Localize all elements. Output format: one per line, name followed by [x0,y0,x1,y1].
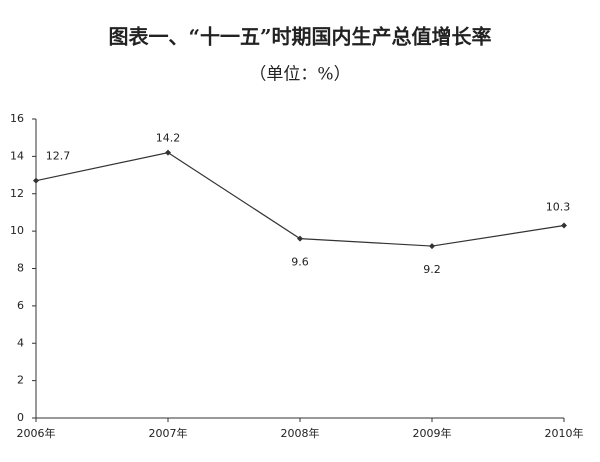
x-tick-label: 2006年 [17,426,56,440]
y-tick-label: 14 [10,149,24,162]
x-tick-label: 2009年 [413,426,452,440]
y-tick-label: 10 [10,224,24,237]
y-tick-label: 4 [17,336,24,349]
y-tick-label: 2 [17,374,24,387]
chart-subtitle: （单位：%） [249,65,350,85]
data-point [297,235,303,242]
data-point [429,243,435,250]
x-tick-label: 2007年 [149,426,188,440]
data-label: 9.2 [423,263,441,276]
x-tick-label: 2010年 [545,426,584,440]
x-tick-label: 2008年 [281,426,320,440]
data-label: 9.6 [291,256,309,269]
data-label: 12.7 [46,150,71,163]
data-label: 14.2 [156,132,181,145]
data-point [33,177,39,184]
data-line [35,151,565,247]
y-tick-label: 12 [10,187,24,200]
data-point [165,149,171,156]
y-tick-label: 8 [17,262,24,275]
chart-title: 图表一、“十一五”时期国内生产总值增长率 [108,25,491,49]
data-point [561,222,567,229]
y-tick-label: 16 [10,112,24,125]
data-label: 10.3 [546,201,571,214]
y-tick-label: 6 [17,299,24,312]
y-tick-label: 0 [17,411,24,424]
